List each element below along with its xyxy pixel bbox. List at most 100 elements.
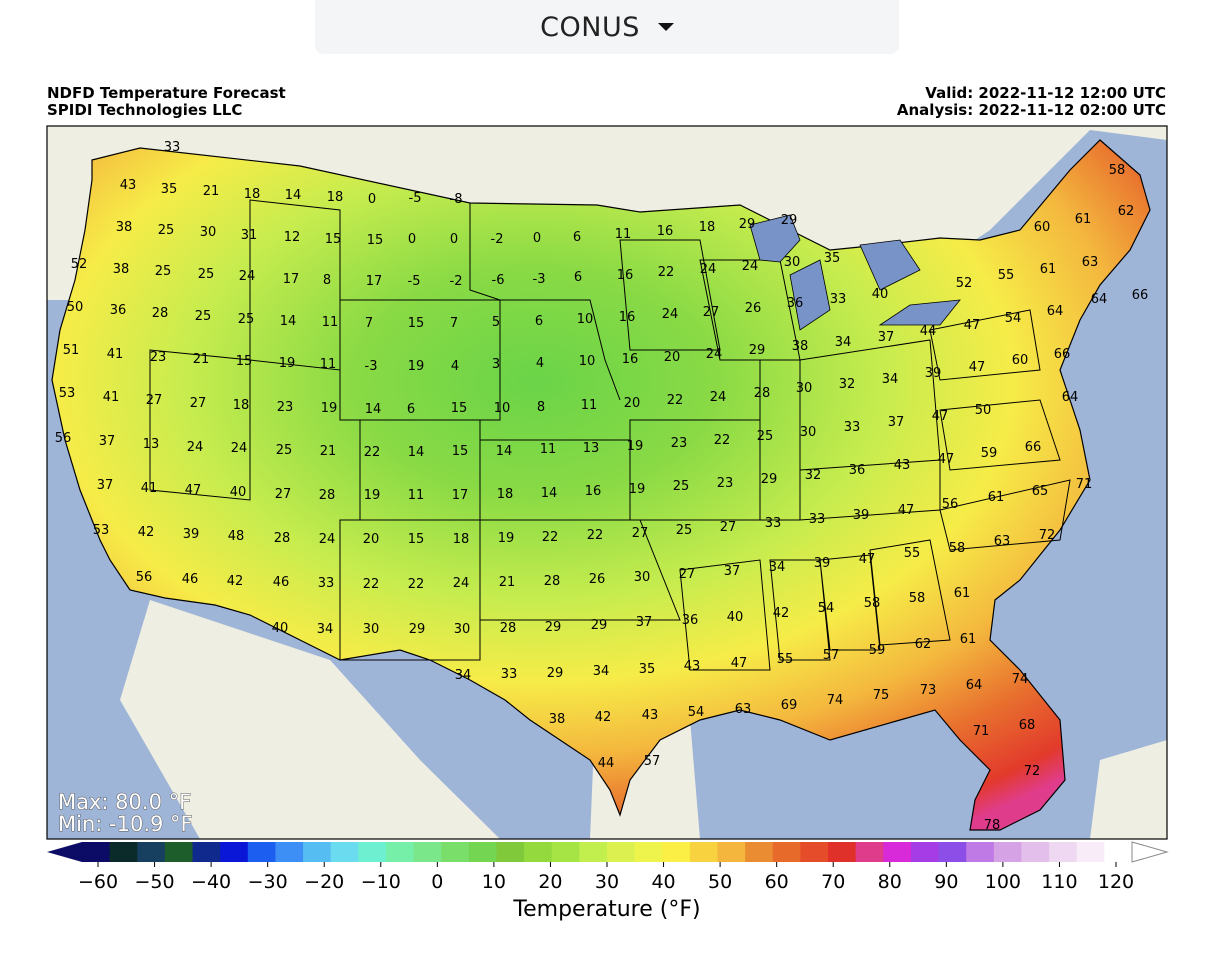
temperature-label: 62 [915, 637, 932, 652]
temperature-label: 15 [367, 233, 384, 248]
temperature-label: 25 [238, 312, 255, 327]
temperature-label: 66 [1025, 440, 1042, 455]
temperature-label: 29 [547, 666, 564, 681]
temperature-label: 38 [549, 712, 566, 727]
colorbar-swatch [1021, 842, 1050, 862]
temperature-label: 34 [769, 560, 786, 575]
colorbar-swatch [1076, 842, 1105, 862]
temperature-label: 15 [325, 232, 342, 247]
temperature-label: 14 [496, 444, 513, 459]
temperature-label: 33 [164, 140, 181, 155]
temperature-label: 71 [973, 724, 990, 739]
temperature-label: -5 [409, 191, 422, 206]
colorbar-under-arrow [47, 842, 82, 862]
temperature-label: 25 [198, 267, 215, 282]
temperature-label: 58 [864, 596, 881, 611]
colorbar-tick-label: 110 [1041, 871, 1077, 893]
temperature-label: 64 [1091, 292, 1108, 307]
colorbar-swatch [855, 842, 884, 862]
temperature-label: 17 [366, 274, 383, 289]
temperature-label: 15 [408, 316, 425, 331]
temperature-label: 42 [595, 710, 612, 725]
temperature-label: 60 [1034, 220, 1051, 235]
colorbar-tick-label: −30 [248, 871, 288, 893]
temperature-label: 56 [55, 431, 72, 446]
colorbar-swatch [220, 842, 249, 862]
colorbar-swatch [993, 842, 1023, 862]
temperature-label: 63 [994, 534, 1011, 549]
colorbar-tick-label: −50 [135, 871, 175, 893]
temperature-label: 58 [949, 541, 966, 556]
colorbar-swatch [579, 842, 608, 862]
temperature-label: 23 [671, 436, 688, 451]
temperature-label: 10 [494, 401, 511, 416]
temperature-label: 36 [682, 613, 699, 628]
temperature-label: 27 [275, 487, 292, 502]
colorbar-swatch [413, 842, 442, 862]
map-frame [46, 125, 1168, 840]
temperature-label: 71 [1076, 477, 1093, 492]
temperature-label: 27 [720, 520, 737, 535]
colorbar-tick-label: 70 [821, 871, 845, 893]
temperature-label: 30 [796, 381, 813, 396]
chevron-down-icon[interactable] [657, 23, 674, 31]
temperature-label: 27 [190, 396, 207, 411]
temperature-label: 0 [408, 232, 416, 247]
temperature-label: 50 [67, 300, 84, 315]
colorbar-swatch [109, 842, 138, 862]
region-selector[interactable]: CONUS [315, 0, 899, 54]
temperature-label: 62 [1118, 204, 1135, 219]
temperature-label: 38 [116, 220, 133, 235]
temperature-label: 26 [745, 301, 762, 316]
temperature-label: 63 [1082, 255, 1099, 270]
colorbar-swatch [717, 842, 746, 862]
temperature-label: 72 [1039, 528, 1056, 543]
temperature-label: 33 [809, 512, 826, 527]
temperature-label: 22 [714, 433, 731, 448]
temperature-label: 55 [904, 546, 921, 561]
colorbar-tick-label: 20 [538, 871, 562, 893]
temperature-label: 43 [120, 178, 137, 193]
temperature-label: 24 [319, 532, 336, 547]
colorbar-swatch [607, 842, 636, 862]
temperature-label: 29 [545, 620, 562, 635]
temperature-label: 39 [853, 508, 870, 523]
temperature-label: -2 [491, 232, 504, 247]
colorbar-label: Temperature (°F) [512, 897, 700, 922]
colorbar-swatch [441, 842, 470, 862]
temperature-label: 0 [450, 232, 458, 247]
temperature-label: 50 [975, 403, 992, 418]
temperature-label: 24 [742, 259, 759, 274]
temperature-label: 21 [203, 184, 220, 199]
temperature-label: -5 [408, 274, 421, 289]
temperature-label: 59 [869, 643, 886, 658]
colorbar-tick-label: 60 [765, 871, 789, 893]
temperature-label: 22 [364, 445, 381, 460]
temperature-label: 74 [1012, 672, 1029, 687]
temperature-label: 61 [988, 490, 1005, 505]
temperature-label: 64 [966, 678, 983, 693]
temperature-label: -3 [533, 272, 546, 287]
colorbar-tick-label: 10 [482, 871, 506, 893]
temperature-label: 51 [63, 343, 80, 358]
temperature-label: 54 [688, 705, 705, 720]
temperature-label: 56 [942, 497, 959, 512]
colorbar-swatch [247, 842, 277, 862]
temperature-label: 23 [277, 400, 294, 415]
temperature-label: 59 [981, 446, 998, 461]
temperature-label: 19 [364, 488, 381, 503]
temperature-label: 57 [644, 754, 661, 769]
temperature-label: -2 [450, 274, 463, 289]
colorbar-over-arrow [1131, 841, 1169, 863]
temperature-label: 5 [492, 315, 500, 330]
temperature-label: 24 [710, 390, 727, 405]
temperature-label: 36 [849, 463, 866, 478]
temperature-label: 22 [658, 265, 675, 280]
colorbar-swatch [634, 842, 663, 862]
temperature-label: 40 [872, 287, 889, 302]
colorbar-swatch [275, 842, 304, 862]
temperature-label: 6 [574, 270, 582, 285]
colorbar-swatch [689, 842, 719, 862]
